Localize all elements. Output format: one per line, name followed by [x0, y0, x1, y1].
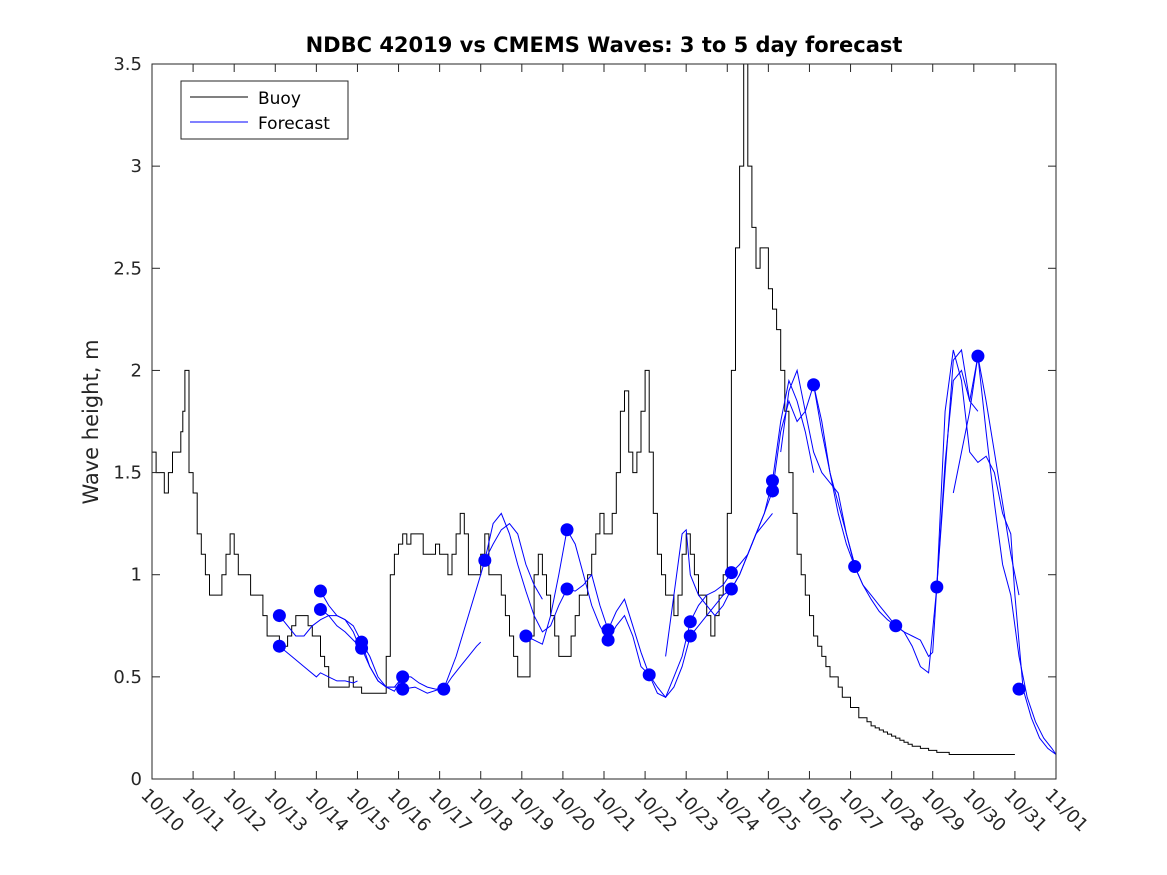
legend-buoy-label: Buoy	[258, 89, 301, 109]
forecast-marker-point	[355, 641, 369, 655]
forecast-marker-point	[683, 615, 697, 629]
forecast-marker-point	[478, 553, 492, 567]
buoy-series-line	[152, 63, 1015, 755]
legend: Buoy Forecast	[180, 80, 349, 140]
forecast-marker-point	[272, 609, 286, 623]
y-tick-label: 3.5	[113, 54, 142, 75]
legend-forecast-label: Forecast	[258, 114, 330, 134]
forecast-marker-point	[889, 619, 903, 633]
forecast-marker-point	[519, 629, 533, 643]
buoy-series-layer	[152, 63, 1015, 755]
y-tick-label: 2	[131, 360, 142, 381]
forecast-series-line	[895, 348, 979, 658]
forecast-marker-point	[765, 484, 779, 498]
forecast-marker-point	[642, 668, 656, 682]
forecast-marker-point	[765, 474, 779, 488]
forecast-series-line	[279, 615, 358, 643]
forecast-marker-point	[313, 602, 327, 616]
forecast-marker-layer	[272, 349, 1026, 696]
y-tick-label: 2.5	[113, 258, 142, 279]
y-tick-label: 3	[131, 156, 142, 177]
plot-area	[151, 63, 1057, 780]
forecast-marker-point	[313, 584, 327, 598]
y-axis-label: Wave height, m	[79, 339, 103, 504]
forecast-marker-point	[396, 670, 410, 684]
forecast-series-line	[952, 356, 1057, 755]
forecast-marker-point	[807, 378, 821, 392]
y-tick-label: 1	[131, 565, 142, 586]
forecast-marker-point	[396, 682, 410, 696]
forecast-marker-point	[724, 582, 738, 596]
forecast-marker-point	[1012, 682, 1026, 696]
forecast-marker-point	[930, 580, 944, 594]
forecast-marker-point	[601, 623, 615, 637]
y-tick-label: 1.5	[113, 463, 142, 484]
forecast-series-line	[402, 641, 482, 694]
forecast-series-line	[936, 349, 1057, 755]
y-axis: 0 0.5 1 1.5 2 2.5 3 3.5	[113, 54, 1056, 790]
forecast-series-line	[484, 512, 568, 633]
forecast-marker-point	[848, 560, 862, 574]
forecast-marker-point	[724, 566, 738, 580]
forecast-marker-point	[272, 639, 286, 653]
chart-title: NDBC 42019 vs CMEMS Waves: 3 to 5 day fo…	[306, 33, 903, 57]
legend-box	[180, 80, 349, 140]
forecast-marker-point	[560, 523, 574, 537]
forecast-marker-point	[560, 582, 574, 596]
forecast-marker-point	[683, 629, 697, 643]
forecast-series-line	[279, 645, 358, 684]
forecast-marker-point	[601, 633, 615, 647]
forecast-marker-point	[437, 682, 451, 696]
axes-background	[152, 64, 1056, 779]
y-tick-label: 0.5	[113, 667, 142, 688]
forecast-series-line	[443, 522, 543, 690]
forecast-series-line	[780, 368, 856, 565]
forecast-marker-point	[971, 349, 985, 363]
y-tick-label: 0	[131, 769, 142, 790]
